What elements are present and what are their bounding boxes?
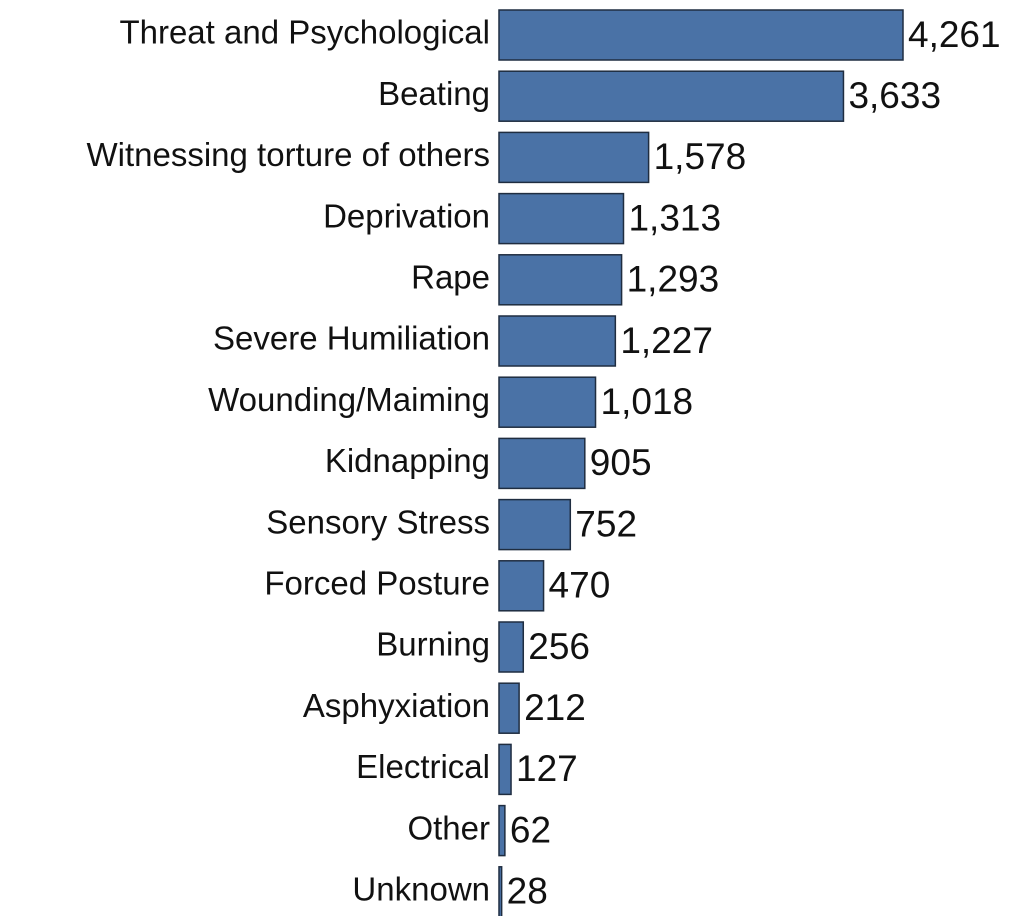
bar xyxy=(498,560,545,612)
value-label: 1,018 xyxy=(601,381,694,422)
value-label: 1,313 xyxy=(628,197,721,238)
value-label: 212 xyxy=(524,687,586,728)
category-label: Wounding/Maiming xyxy=(208,381,490,418)
bar xyxy=(498,804,506,857)
category-label: Witnessing torture of others xyxy=(86,136,490,173)
value-label: 4,261 xyxy=(908,14,1001,55)
value-label: 256 xyxy=(528,626,590,667)
value-label: 752 xyxy=(575,503,637,544)
bar xyxy=(498,192,625,245)
category-label: Electrical xyxy=(356,748,490,785)
category-label: Rape xyxy=(411,259,490,296)
category-label: Kidnapping xyxy=(325,442,490,479)
category-label: Deprivation xyxy=(323,197,490,234)
category-label: Beating xyxy=(378,75,490,112)
bar xyxy=(498,254,623,306)
bar xyxy=(498,682,520,734)
category-label: Other xyxy=(407,809,490,846)
bar xyxy=(498,437,586,490)
category-label: Sensory Stress xyxy=(266,503,490,540)
category-label: Burning xyxy=(376,626,490,663)
bar xyxy=(498,9,904,61)
bar xyxy=(498,866,503,916)
category-label: Forced Posture xyxy=(264,565,490,602)
bar xyxy=(498,70,845,122)
bar xyxy=(498,621,525,673)
value-label: 3,633 xyxy=(848,75,941,116)
value-label: 1,293 xyxy=(627,259,720,300)
bar xyxy=(498,743,512,796)
value-label: 28 xyxy=(507,871,548,912)
category-label: Unknown xyxy=(352,871,490,908)
value-label: 470 xyxy=(549,565,611,606)
value-label: 62 xyxy=(510,809,551,850)
bar xyxy=(498,315,617,367)
category-label: Threat and Psychological xyxy=(119,14,490,51)
bar xyxy=(498,376,597,428)
value-label: 1,578 xyxy=(654,136,747,177)
bar xyxy=(498,131,650,184)
value-label: 905 xyxy=(590,442,652,483)
value-label: 127 xyxy=(516,748,578,789)
bar xyxy=(498,498,572,551)
category-label: Asphyxiation xyxy=(303,687,490,724)
value-label: 1,227 xyxy=(620,320,713,361)
category-label: Severe Humiliation xyxy=(213,320,490,357)
